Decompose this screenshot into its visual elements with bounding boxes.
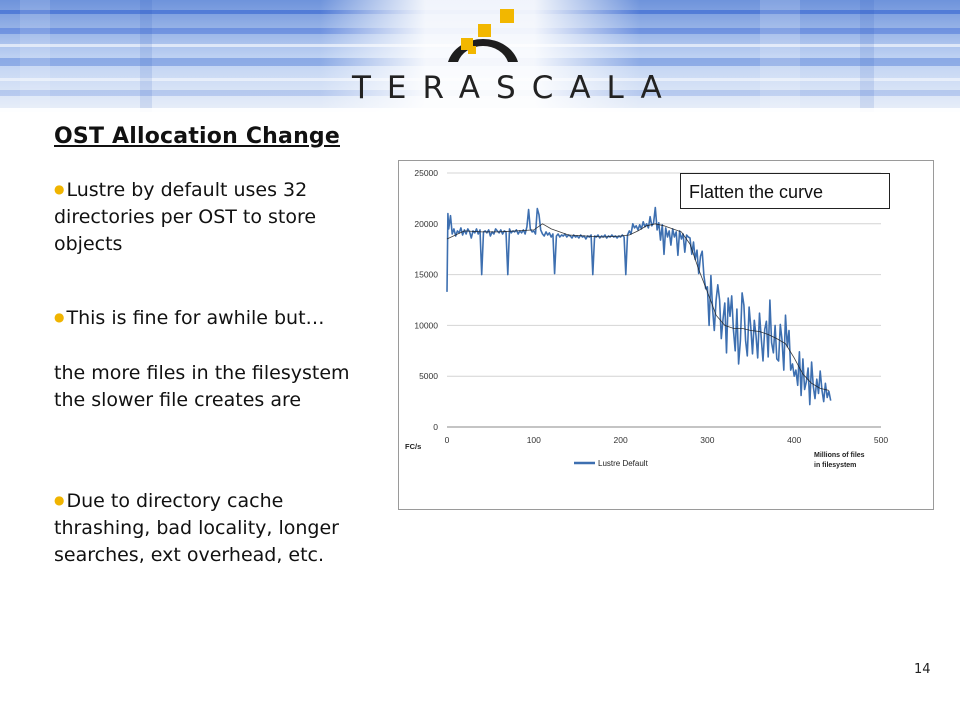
bullet-item: ● Lustre by default uses 32 directories p… — [54, 176, 384, 258]
bullet-continuation: the more files in the filesystem the slo… — [54, 360, 384, 414]
callout-box: Flatten the curve — [680, 173, 890, 209]
bullet-text: Lustre by default uses 32 directories pe… — [54, 179, 317, 255]
trend-line — [446, 223, 829, 391]
legend-label: Lustre Default — [598, 459, 649, 468]
line-chart: 0 5000 10000 15000 20000 25000 0 100 200 300 400 50… — [405, 168, 888, 469]
series-line-lustre-default — [446, 206, 832, 406]
x-tick-label: 0 — [445, 435, 450, 445]
bullet-text: the more files in the filesystem the slo… — [54, 362, 350, 411]
page-number: 14 — [914, 662, 931, 677]
y-tick-label: 10000 — [414, 320, 438, 330]
bullet-dot-icon: ● — [54, 493, 65, 507]
y-tick-label: 5000 — [419, 371, 438, 381]
bullet-text: This is fine for awhile but… — [66, 307, 325, 329]
y-tick-label: 15000 — [414, 270, 438, 280]
bullet-item: ● This is fine for awhile but… — [54, 304, 384, 332]
y-tick-label: 25000 — [414, 168, 438, 178]
logo-text: TERASCALA — [352, 70, 678, 106]
bullet-item: ● Due to directory cache thrashing, bad l… — [54, 487, 384, 569]
slide-title: OST Allocation Change — [54, 124, 340, 149]
x-tick-label: 300 — [700, 435, 714, 445]
chart-frame: 0 5000 10000 15000 20000 25000 0 100 200 300 400 50… — [398, 160, 934, 510]
bullet-dot-icon: ● — [54, 310, 65, 324]
x-tick-label: 200 — [614, 435, 628, 445]
x-axis-label: Millions of files in filesystem — [814, 452, 865, 469]
y-axis-label: FC/s — [405, 442, 421, 451]
x-tick-label: 100 — [527, 435, 541, 445]
header-banner: TERASCALA — [0, 0, 960, 112]
bullet-dot-icon: ● — [54, 182, 65, 196]
banner-graphic — [0, 0, 960, 112]
logo-mark-icon — [448, 9, 518, 62]
y-tick-label: 0 — [433, 422, 438, 432]
y-tick-label: 20000 — [414, 219, 438, 229]
x-tick-label: 500 — [874, 435, 888, 445]
x-tick-label: 400 — [787, 435, 801, 445]
bullet-text: Due to directory cache thrashing, bad lo… — [54, 490, 339, 566]
